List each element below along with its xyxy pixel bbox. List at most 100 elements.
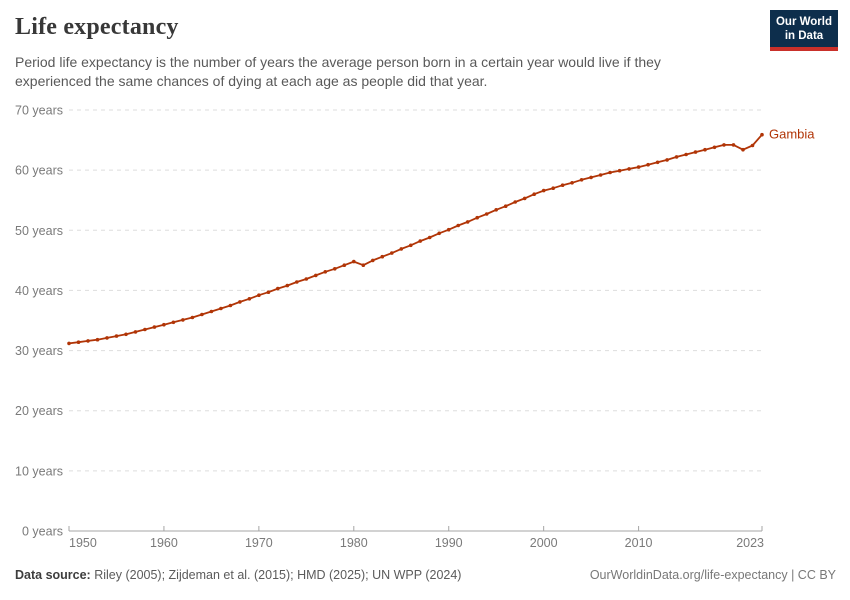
data-point: [152, 325, 157, 329]
data-point: [418, 239, 423, 243]
data-point: [712, 145, 717, 150]
x-axis-label-2000: 2000: [530, 536, 558, 550]
y-axis-label-0: 0 years: [22, 525, 63, 539]
data-point: [133, 330, 138, 334]
data-point: [560, 183, 565, 187]
data-point: [228, 303, 233, 308]
series-line-gambia[interactable]: [68, 133, 763, 345]
data-point: [95, 337, 100, 342]
subtitle-line-2: experienced the same chances of dying at…: [15, 73, 488, 89]
data-point: [437, 231, 442, 236]
data-point: [617, 168, 622, 173]
data-point: [750, 143, 755, 148]
data-point: [684, 152, 688, 157]
data-point: [181, 318, 185, 322]
data-point: [209, 309, 214, 314]
data-point: [722, 143, 726, 147]
data-point: [494, 208, 499, 212]
data-point: [503, 204, 508, 208]
data-point: [674, 155, 679, 159]
data-point: [399, 247, 404, 251]
data-source-text: Riley (2005); Zijdeman et al. (2015); HM…: [90, 568, 462, 582]
data-point: [589, 175, 593, 180]
x-axis-label-2010: 2010: [625, 536, 653, 550]
data-point: [390, 251, 394, 255]
data-point: [342, 263, 347, 268]
x-axis-label-2023: 2023: [736, 536, 764, 550]
data-point: [409, 243, 413, 248]
owid-logo-text-line-2: in Data: [784, 30, 824, 42]
data-point: [522, 196, 527, 201]
series-entity-label[interactable]: Gambia: [769, 127, 815, 142]
data-point: [171, 320, 176, 325]
data-source-label: Data source:: [15, 568, 91, 582]
owid-citation-link[interactable]: OurWorldinData.org/life-expectancy | CC …: [589, 568, 836, 582]
data-point: [551, 186, 555, 190]
data-point: [532, 192, 536, 196]
data-point: [105, 336, 109, 340]
data-point: [703, 147, 707, 152]
data-point: [446, 227, 451, 232]
data-point: [465, 220, 470, 224]
y-axis-label-20: 20 years: [15, 404, 63, 418]
data-point: [124, 332, 128, 337]
owid-logo-text-line-1: Our World: [775, 16, 832, 28]
data-point: [371, 258, 375, 263]
data-point: [285, 283, 290, 288]
data-point: [257, 293, 261, 298]
x-axis-label-1970: 1970: [245, 536, 273, 550]
chart-footer: Data source: Riley (2005); Zijdeman et a…: [15, 567, 836, 583]
data-point: [295, 280, 299, 284]
data-point: [323, 270, 328, 274]
data-point: [276, 286, 280, 291]
data-point: [760, 132, 764, 137]
data-point: [475, 215, 480, 220]
data-point: [190, 315, 195, 320]
data-point: [598, 173, 603, 177]
data-point: [513, 200, 517, 204]
x-axis-label-1980: 1980: [340, 536, 368, 550]
y-axis-label-30: 30 years: [15, 344, 63, 358]
data-point: [627, 167, 631, 171]
data-point: [219, 306, 223, 311]
data-point: [238, 300, 242, 304]
page-title: Life expectancy: [15, 14, 179, 40]
data-point: [333, 267, 337, 271]
data-point: [76, 340, 81, 345]
y-axis-label-70: 70 years: [15, 104, 63, 118]
data-point: [427, 235, 432, 240]
y-axis-label-10: 10 years: [15, 464, 63, 478]
subtitle-line-1: Period life expectancy is the number of …: [15, 54, 661, 70]
data-point: [67, 341, 71, 346]
data-point: [579, 178, 584, 182]
owid-logo[interactable]: Our World in Data: [770, 10, 838, 51]
y-axis-label-40: 40 years: [15, 284, 63, 298]
data-point: [731, 143, 736, 147]
data-point: [570, 181, 574, 185]
data-point: [143, 327, 147, 332]
data-point: [693, 150, 698, 154]
y-axis-label-50: 50 years: [15, 224, 63, 238]
data-point: [361, 263, 366, 268]
x-axis-label-1990: 1990: [435, 536, 463, 550]
data-point: [247, 297, 252, 301]
chart-subtitle: Period life expectancy is the number of …: [15, 53, 661, 91]
x-axis-label-1950: 1950: [69, 536, 97, 550]
data-point: [304, 277, 309, 281]
data-point: [162, 322, 166, 327]
data-point: [665, 158, 669, 162]
data-point: [456, 223, 461, 228]
data-point: [541, 188, 546, 193]
data-point: [646, 162, 650, 167]
data-point: [484, 212, 489, 216]
x-axis-label-1960: 1960: [150, 536, 178, 550]
data-point: [636, 165, 641, 169]
data-point: [266, 290, 271, 295]
data-point: [114, 334, 119, 338]
data-point: [608, 170, 612, 175]
data-point: [86, 339, 90, 343]
data-source-note: Data source: Riley (2005); Zijdeman et a…: [15, 567, 461, 583]
data-point: [380, 254, 385, 259]
